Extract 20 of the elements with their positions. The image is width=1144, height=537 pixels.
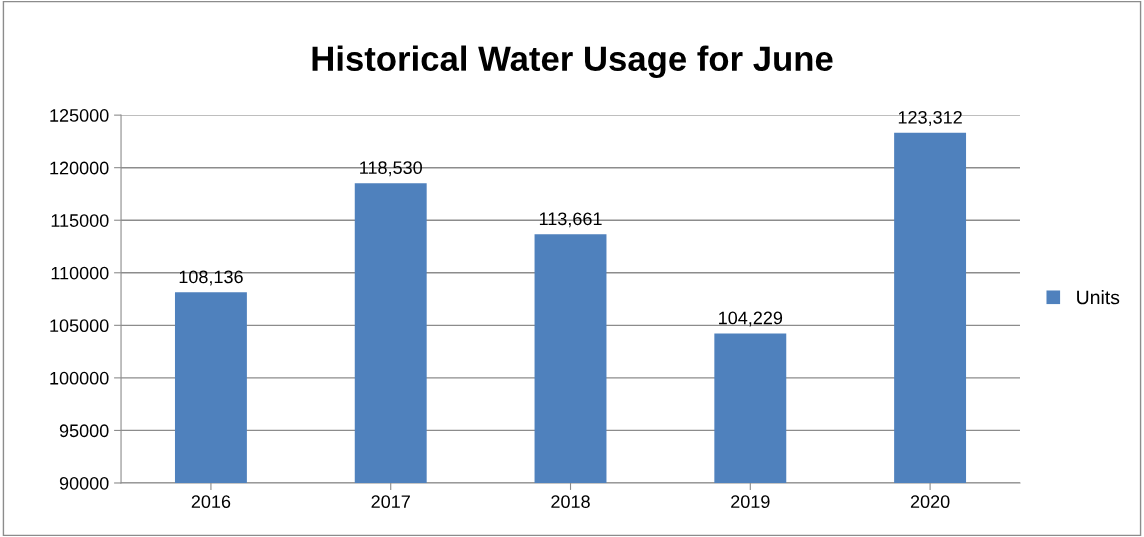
x-tick-label: 2020 — [910, 495, 950, 509]
data-label: 123,312 — [898, 110, 962, 126]
x-tick-label: 2016 — [191, 495, 231, 509]
y-tick-label: 115000 — [51, 214, 109, 227]
y-tick-label: 105000 — [50, 319, 109, 333]
data-label: 113,661 — [539, 212, 602, 228]
y-tick-label: 110000 — [51, 266, 109, 280]
y-tick-label: 100000 — [50, 371, 109, 385]
x-tick-label: 2017 — [371, 495, 410, 509]
y-tick-label: 95000 — [59, 424, 109, 438]
data-label: 108,136 — [179, 270, 243, 286]
y-tick-label: 90000 — [59, 476, 109, 490]
x-tick-label: 2018 — [551, 495, 590, 509]
y-tick-label: 120000 — [50, 161, 109, 175]
data-label: 104,229 — [719, 311, 783, 327]
legend-label: Units — [1077, 289, 1120, 305]
x-tick-label: 2019 — [731, 495, 770, 509]
chart-title: Historical Water Usage for June — [312, 45, 833, 79]
y-tick-label: 125000 — [50, 109, 109, 122]
data-label: 118,530 — [360, 161, 422, 177]
